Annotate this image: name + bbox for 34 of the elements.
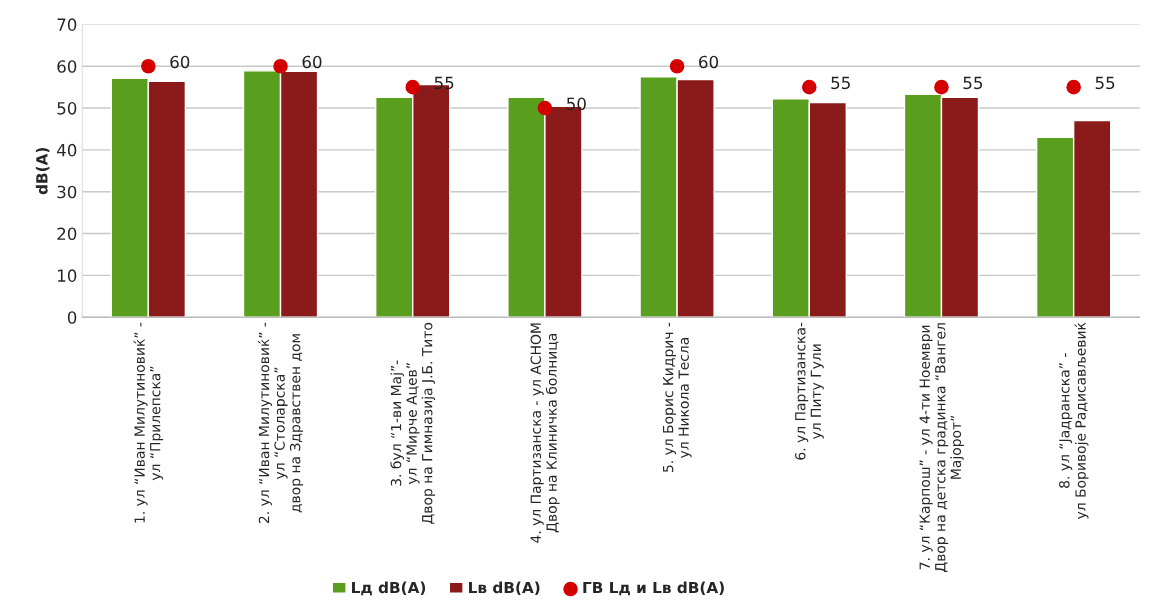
data-label: 60 — [699, 55, 719, 69]
y-tick-label: 0 — [67, 311, 77, 324]
x-tick-label: 4. ул Партизанска - ул АСНОМ Двор на Клиничка болница — [530, 323, 560, 543]
legend-label: ГВ Lд и Lв dB(A) — [583, 581, 724, 596]
x-tick-label: 8. ул “Јадранска” - ул Боривоје Радисављевиќ — [1059, 322, 1089, 520]
x-tick-label: 1. ул “Иван Милутиновиќ” - ул “Прилепска” — [133, 322, 164, 523]
y-tick-label: 30 — [57, 185, 77, 199]
point — [1066, 79, 1081, 95]
point — [405, 79, 421, 95]
point — [537, 100, 553, 116]
x-tick-label: 3. бул “1-ви Мај”- ул “Мирче Ацев” Двор на Гимназија Ј.Б. Тито — [390, 322, 436, 524]
data-label: 60 — [302, 55, 322, 69]
x-tick-label: 2. ул “Иван Милутиновиќ” - ул “Столарска” двор на Здравствен дом — [257, 322, 304, 524]
data-label: 55 — [1095, 76, 1115, 90]
x-tick-label: 7. ул “Карпош” - ул 4-ти Ноември Двор на детска градинка “Вангел Мајорот” — [919, 323, 964, 573]
point — [934, 79, 949, 95]
y-tick-label: 50 — [57, 102, 77, 115]
data-label: 55 — [831, 76, 850, 90]
legend-label: Lд dB(A) — [352, 581, 426, 596]
data-label: 55 — [963, 76, 983, 90]
data-label: 60 — [170, 55, 190, 69]
x-tick-label: 6. ул Партизанска- ул Питу Гули — [795, 322, 824, 460]
y-tick-label: 10 — [58, 269, 77, 282]
y-tick-label: 20 — [57, 227, 77, 241]
y-axis-title: dB(A) — [35, 147, 50, 195]
point — [669, 58, 685, 74]
x-tick-label: 5. ул Борис Кидрич - ул Никола Тесла — [663, 322, 692, 473]
legend-label: Lв dB(A) — [469, 581, 540, 596]
y-tick-label: 70 — [57, 18, 77, 31]
point — [141, 58, 156, 74]
point — [801, 79, 817, 95]
point — [273, 58, 288, 74]
y-tick-label: 60 — [57, 60, 77, 73]
y-tick-label: 40 — [57, 143, 77, 157]
